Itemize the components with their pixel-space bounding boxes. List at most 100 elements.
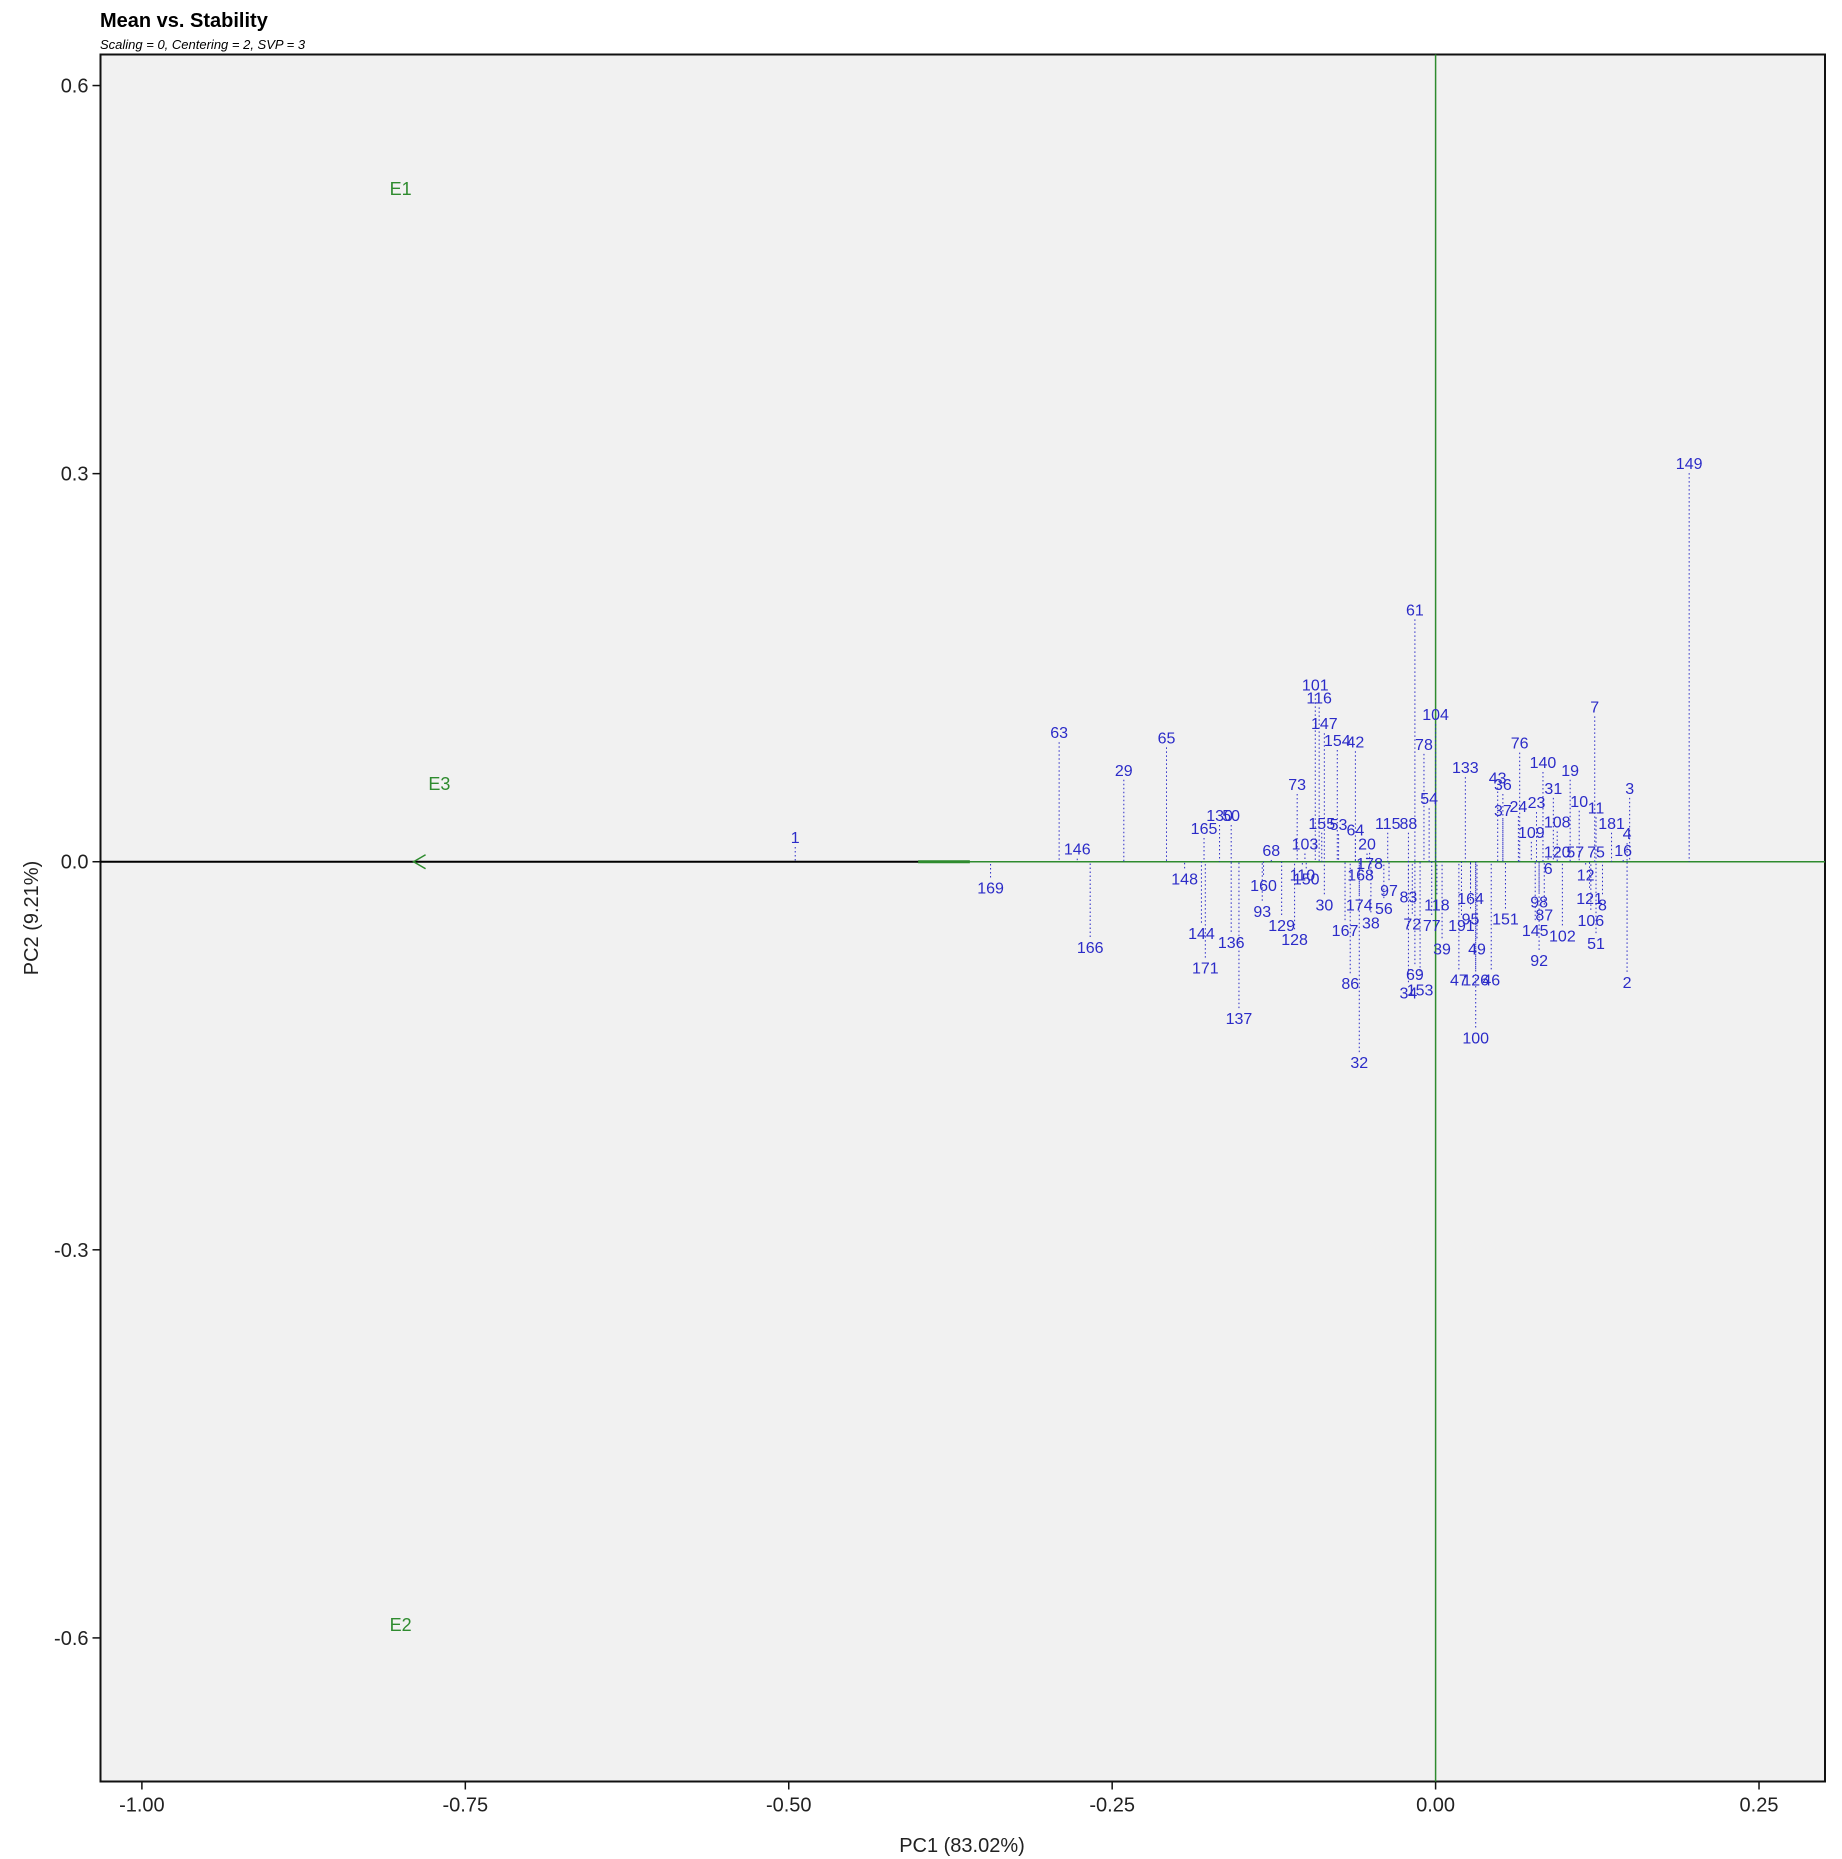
x-tick-label: -1.00 — [119, 1795, 165, 1817]
genotype-label: 11 — [1588, 800, 1605, 817]
genotype-label: 153 — [1407, 983, 1434, 1000]
genotype-label: 98 — [1530, 895, 1548, 912]
genotype-label: 75 — [1587, 844, 1605, 861]
genotype-label: 106 — [1577, 913, 1604, 930]
genotype-label: 29 — [1115, 763, 1133, 780]
genotype-label: 20 — [1358, 836, 1376, 853]
genotype-label: 103 — [1292, 836, 1319, 853]
genotype-label: 151 — [1492, 912, 1519, 929]
genotype-label: 155 — [1308, 816, 1335, 833]
genotype-label: 115 — [1375, 816, 1401, 833]
genotype-label: 140 — [1530, 755, 1557, 772]
genotype-label: 121 — [1576, 891, 1603, 908]
genotype-label: 191 — [1448, 918, 1475, 935]
genotype-label: 50 — [1222, 808, 1240, 825]
genotype-label: 181 — [1598, 816, 1625, 833]
environment-label: E1 — [390, 179, 412, 199]
genotype-label: 42 — [1346, 734, 1364, 751]
genotype-label: 101 — [1302, 677, 1329, 694]
genotype-label: 133 — [1452, 760, 1479, 777]
x-tick-label: 0.00 — [1416, 1795, 1455, 1817]
genotype-label: 34 — [1400, 985, 1418, 1002]
genotype-label: 126 — [1462, 972, 1489, 989]
genotype-label: 16 — [1614, 843, 1632, 860]
genotype-label: 47 — [1450, 972, 1468, 989]
genotype-label: 12 — [1577, 868, 1595, 885]
genotype-label: 77 — [1423, 918, 1441, 935]
genotype-label: 39 — [1433, 941, 1451, 958]
y-tick-label: 0.6 — [61, 76, 89, 98]
y-tick-label: -0.3 — [54, 1240, 88, 1262]
genotype-label: 130 — [1206, 808, 1233, 825]
genotype-label: 53 — [1330, 817, 1348, 834]
genotype-label: 51 — [1587, 936, 1605, 953]
y-axis-title: PC2 (9.21%) — [21, 861, 43, 976]
genotype-label: 104 — [1422, 707, 1449, 724]
genotype-label: 24 — [1509, 799, 1527, 816]
genotype-label: 88 — [1400, 816, 1418, 833]
genotype-label: 63 — [1050, 725, 1068, 742]
genotype-label: 64 — [1346, 822, 1364, 839]
plot-area — [99, 53, 1826, 1783]
environment-label: E3 — [428, 774, 450, 794]
genotype-label: 86 — [1341, 976, 1359, 993]
chart-subtitle: Scaling = 0, Centering = 2, SVP = 3 — [100, 37, 306, 52]
genotype-label: 61 — [1406, 602, 1424, 619]
genotype-label: 110 — [1290, 868, 1316, 885]
genotype-label: 8 — [1598, 897, 1607, 914]
genotype-label: 168 — [1347, 868, 1374, 885]
genotype-label: 148 — [1171, 871, 1198, 888]
genotype-label: 145 — [1522, 923, 1549, 940]
genotype-label: 54 — [1420, 791, 1438, 808]
genotype-label: 6 — [1544, 861, 1553, 878]
genotype-label: 23 — [1528, 795, 1546, 812]
genotype-label: 10 — [1570, 794, 1588, 811]
genotype-label: 57 — [1566, 844, 1584, 861]
genotype-label: 3 — [1625, 781, 1634, 798]
genotype-label: 144 — [1188, 926, 1215, 943]
x-tick-label: -0.25 — [1089, 1795, 1135, 1817]
genotype-label: 169 — [977, 880, 1004, 897]
x-tick-label: -0.75 — [443, 1795, 489, 1817]
genotype-label: 65 — [1158, 730, 1176, 747]
genotype-label: 128 — [1281, 932, 1308, 949]
x-tick-label: -0.50 — [766, 1795, 812, 1817]
genotype-label: 136 — [1218, 935, 1245, 952]
x-tick-label: 0.25 — [1740, 1795, 1779, 1817]
genotype-label: 76 — [1511, 736, 1529, 753]
genotype-label: 68 — [1262, 843, 1280, 860]
genotype-label: 165 — [1191, 821, 1218, 838]
genotype-label: 97 — [1380, 883, 1398, 900]
genotype-label: 129 — [1268, 918, 1295, 935]
genotype-label: 87 — [1535, 908, 1553, 925]
y-tick-label: 0.3 — [61, 464, 89, 486]
genotype-label: 31 — [1544, 781, 1562, 798]
genotype-label: 38 — [1362, 915, 1380, 932]
genotype-label: 150 — [1293, 871, 1320, 888]
genotype-label: 109 — [1518, 825, 1545, 842]
genotype-label: 19 — [1561, 763, 1579, 780]
genotype-label: 46 — [1482, 972, 1500, 989]
genotype-label: 149 — [1676, 456, 1703, 473]
genotype-label: 116 — [1306, 690, 1332, 707]
genotype-label: 167 — [1332, 923, 1359, 940]
genotype-label: 120 — [1544, 844, 1571, 861]
genotype-label: 73 — [1288, 777, 1306, 794]
genotype-label: 30 — [1315, 897, 1333, 914]
genotype-label: 36 — [1494, 777, 1512, 794]
genotype-label: 92 — [1530, 953, 1548, 970]
genotype-label: 2 — [1623, 975, 1632, 992]
genotype-label: 43 — [1489, 771, 1507, 788]
genotype-label: 108 — [1544, 815, 1571, 832]
y-tick-label: -0.6 — [54, 1628, 88, 1650]
genotype-label: 118 — [1424, 897, 1450, 914]
genotype-label: 69 — [1406, 967, 1424, 984]
genotype-label: 72 — [1403, 917, 1421, 934]
genotype-label: 178 — [1356, 856, 1383, 873]
genotype-label: 37 — [1494, 803, 1512, 820]
genotype-label: 4 — [1623, 826, 1632, 843]
genotype-label: 56 — [1375, 901, 1393, 918]
genotype-label: 7 — [1590, 699, 1599, 716]
genotype-label: 93 — [1253, 904, 1271, 921]
